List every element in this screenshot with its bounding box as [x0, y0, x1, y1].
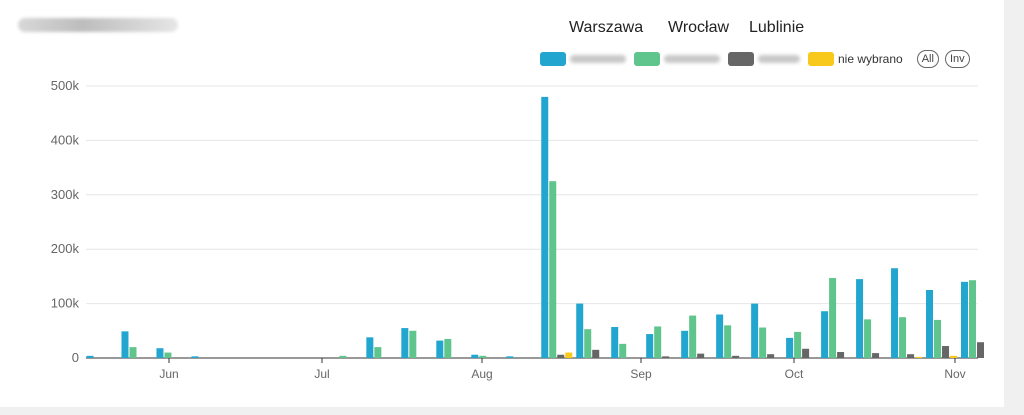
bar — [926, 290, 934, 358]
bar — [436, 340, 444, 358]
bar — [786, 337, 794, 358]
bar — [689, 315, 697, 358]
bar — [977, 342, 985, 358]
bar — [549, 181, 557, 358]
bar — [856, 279, 864, 358]
bar — [366, 337, 374, 358]
bar — [697, 353, 705, 358]
bar — [891, 268, 899, 358]
bar — [565, 352, 573, 358]
city-warszawa: Warszawa — [569, 19, 644, 36]
legend-label-redacted — [758, 55, 800, 63]
legend-item-series-3[interactable] — [728, 52, 800, 66]
bar — [681, 330, 689, 358]
bar — [864, 319, 872, 358]
city-wroclaw: Wrocław — [668, 19, 730, 36]
y-tick-label: 100k — [51, 296, 80, 311]
y-tick-label: 0 — [72, 350, 79, 365]
bar — [164, 352, 172, 358]
chart-title-redacted — [18, 18, 178, 32]
bar — [934, 319, 942, 358]
bar — [872, 353, 880, 358]
bar — [662, 356, 670, 358]
legend-select-all-button[interactable]: All — [916, 50, 939, 68]
bar — [374, 347, 382, 358]
legend-item-series-1[interactable] — [540, 52, 626, 66]
bar — [541, 96, 549, 358]
x-tick-label: Jul — [314, 367, 329, 381]
bar — [907, 354, 915, 358]
bar — [471, 354, 479, 358]
legend-invert-button[interactable]: Inv — [944, 50, 970, 68]
y-tick-label: 500k — [51, 78, 80, 93]
legend-label-redacted — [570, 55, 626, 63]
bar — [654, 326, 662, 358]
bar — [950, 355, 958, 358]
legend-swatch-series-2 — [634, 52, 660, 66]
y-tick-label: 300k — [51, 187, 80, 202]
bar — [401, 328, 409, 358]
bar — [191, 356, 199, 358]
bar — [557, 354, 565, 358]
bar — [716, 314, 724, 358]
bar — [584, 329, 592, 358]
legend-item-series-2[interactable] — [634, 52, 720, 66]
bar — [86, 355, 94, 358]
bar — [802, 348, 810, 358]
bar — [961, 281, 969, 358]
bar — [837, 352, 845, 358]
x-tick-label: Jun — [159, 367, 178, 381]
bar — [576, 303, 584, 358]
bar — [121, 331, 129, 358]
bar — [592, 349, 600, 358]
x-tick-label: Nov — [944, 367, 965, 381]
chart-legend: nie wybrano All Inv — [540, 50, 970, 68]
bar — [646, 334, 654, 358]
legend-item-nie-wybrano[interactable]: nie wybrano — [808, 52, 903, 66]
bar — [915, 356, 923, 358]
city-lublinie: Lublinie — [749, 19, 805, 36]
bar — [899, 317, 907, 358]
bar — [751, 303, 759, 358]
chart-card: Warszawa Wrocław Lublinie nie wybrano Al… — [0, 0, 1004, 407]
bar — [409, 330, 417, 358]
legend-label-nie-wybrano: nie wybrano — [838, 52, 903, 66]
bar — [611, 326, 619, 358]
legend-label-redacted — [664, 55, 720, 63]
y-tick-label: 200k — [51, 241, 80, 256]
x-tick-label: Aug — [471, 367, 492, 381]
x-tick-label: Oct — [785, 367, 804, 381]
bar — [821, 311, 829, 358]
bar — [942, 346, 950, 358]
x-tick-label: Sep — [630, 367, 652, 381]
bar — [794, 331, 802, 358]
bar — [767, 354, 775, 358]
legend-swatch-series-3 — [728, 52, 754, 66]
bar — [339, 355, 347, 358]
bar — [969, 280, 977, 358]
legend-swatch-nie-wybrano — [808, 52, 834, 66]
bar — [129, 347, 137, 358]
bar — [619, 343, 627, 358]
bar-chart: 0 100k 200k 300k 400k 500k Jun Jul Aug Sep Oct Nov — [51, 78, 985, 381]
bar — [479, 355, 487, 358]
y-tick-label: 400k — [51, 132, 80, 147]
bar — [829, 278, 837, 358]
bar — [156, 348, 164, 358]
bar — [506, 356, 514, 358]
bar — [759, 327, 767, 358]
bar — [724, 325, 732, 358]
bar — [444, 338, 452, 358]
legend-swatch-series-1 — [540, 52, 566, 66]
bar — [732, 355, 740, 358]
